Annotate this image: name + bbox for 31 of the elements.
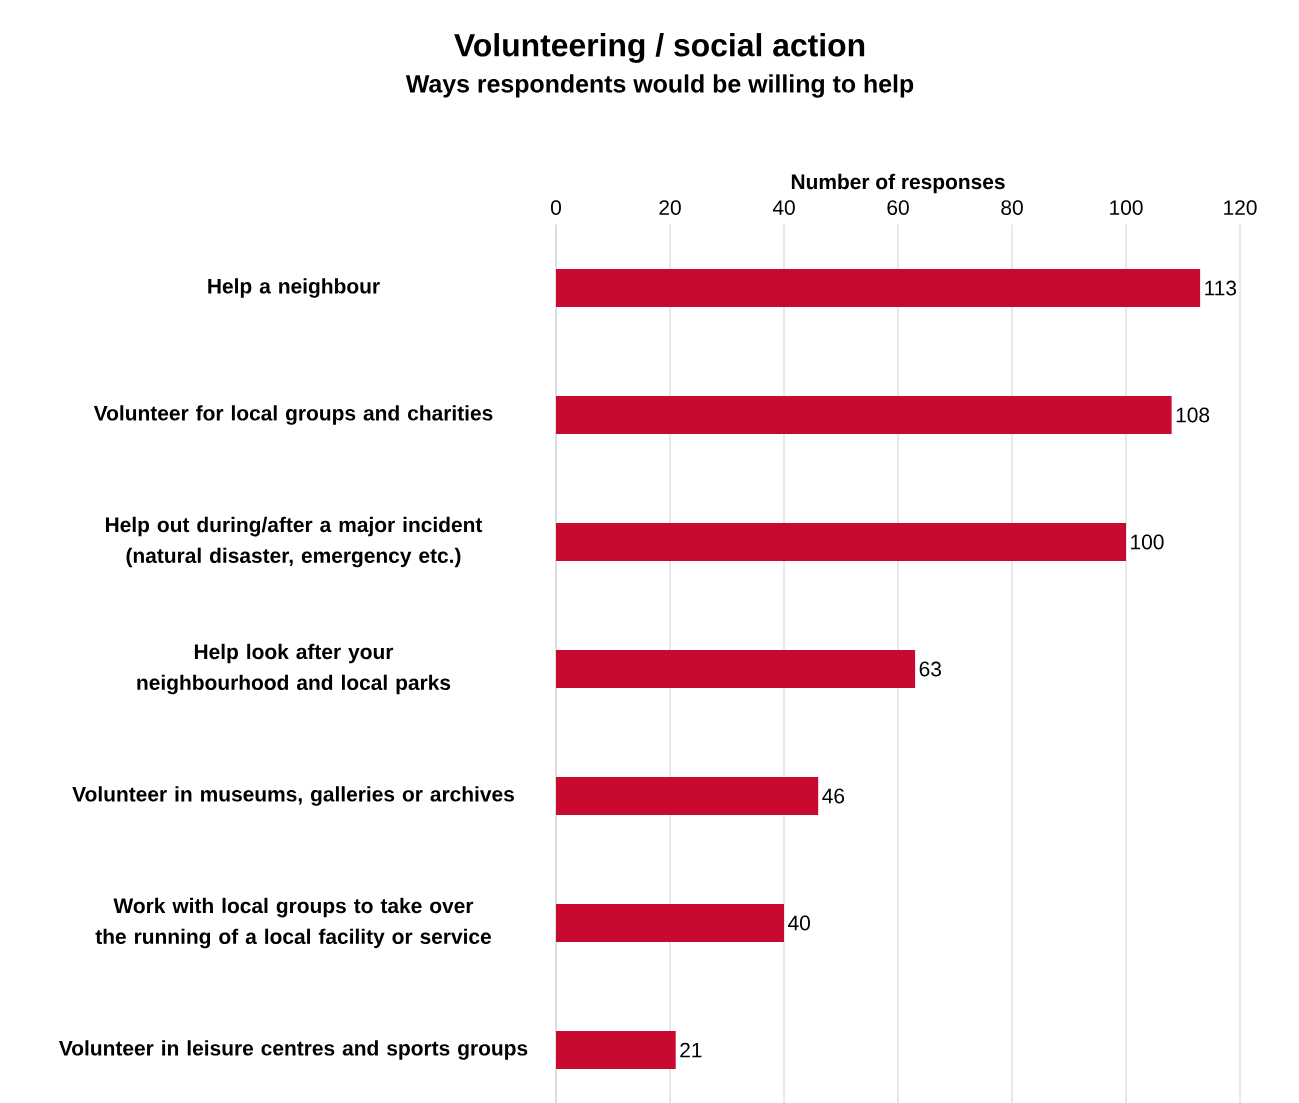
chart-title: Volunteering / social action xyxy=(454,33,865,63)
bar xyxy=(556,396,1172,435)
data-label: 21 xyxy=(680,1042,702,1058)
bar xyxy=(556,269,1201,308)
bar xyxy=(556,1031,676,1070)
data-label: 40 xyxy=(788,915,810,931)
y-tick-label: Help a neighbour xyxy=(208,278,380,298)
x-tick-label: 80 xyxy=(1001,200,1023,215)
data-label: 63 xyxy=(919,661,941,677)
data-label: 46 xyxy=(822,788,845,804)
x-axis-title: Number of responses xyxy=(791,173,1005,194)
data-label: 100 xyxy=(1131,534,1164,550)
y-tick-label: Volunteer in museums, galleries or archives xyxy=(72,786,514,806)
x-tick-label: 20 xyxy=(659,200,681,215)
y-tick-label: Volunteer in leisure centres and sports groups xyxy=(58,1040,528,1060)
y-tick-label: Volunteer for local groups and charities xyxy=(93,405,493,425)
bar xyxy=(556,777,819,816)
x-tick-label: 60 xyxy=(887,200,909,215)
x-tick-label: 40 xyxy=(772,200,795,215)
x-tick-label: 0 xyxy=(551,200,561,215)
x-tick-label: 120 xyxy=(1224,200,1257,215)
chart-subtitle: Ways respondents would be willing to help xyxy=(405,74,914,98)
bar xyxy=(556,904,785,943)
x-tick-label: 100 xyxy=(1110,200,1143,215)
data-label: 113 xyxy=(1205,280,1237,296)
bar xyxy=(556,650,916,689)
y-tick-label: Work with local groups to take over the running of a local facility or service xyxy=(95,897,491,949)
y-tick-label: Help out during/after a major incident (natural disaster, emergency etc.) xyxy=(106,516,483,568)
y-tick-label: Help look after your neighbourhood and local parks xyxy=(137,643,451,695)
bar xyxy=(556,523,1127,562)
data-label: 108 xyxy=(1176,407,1210,423)
